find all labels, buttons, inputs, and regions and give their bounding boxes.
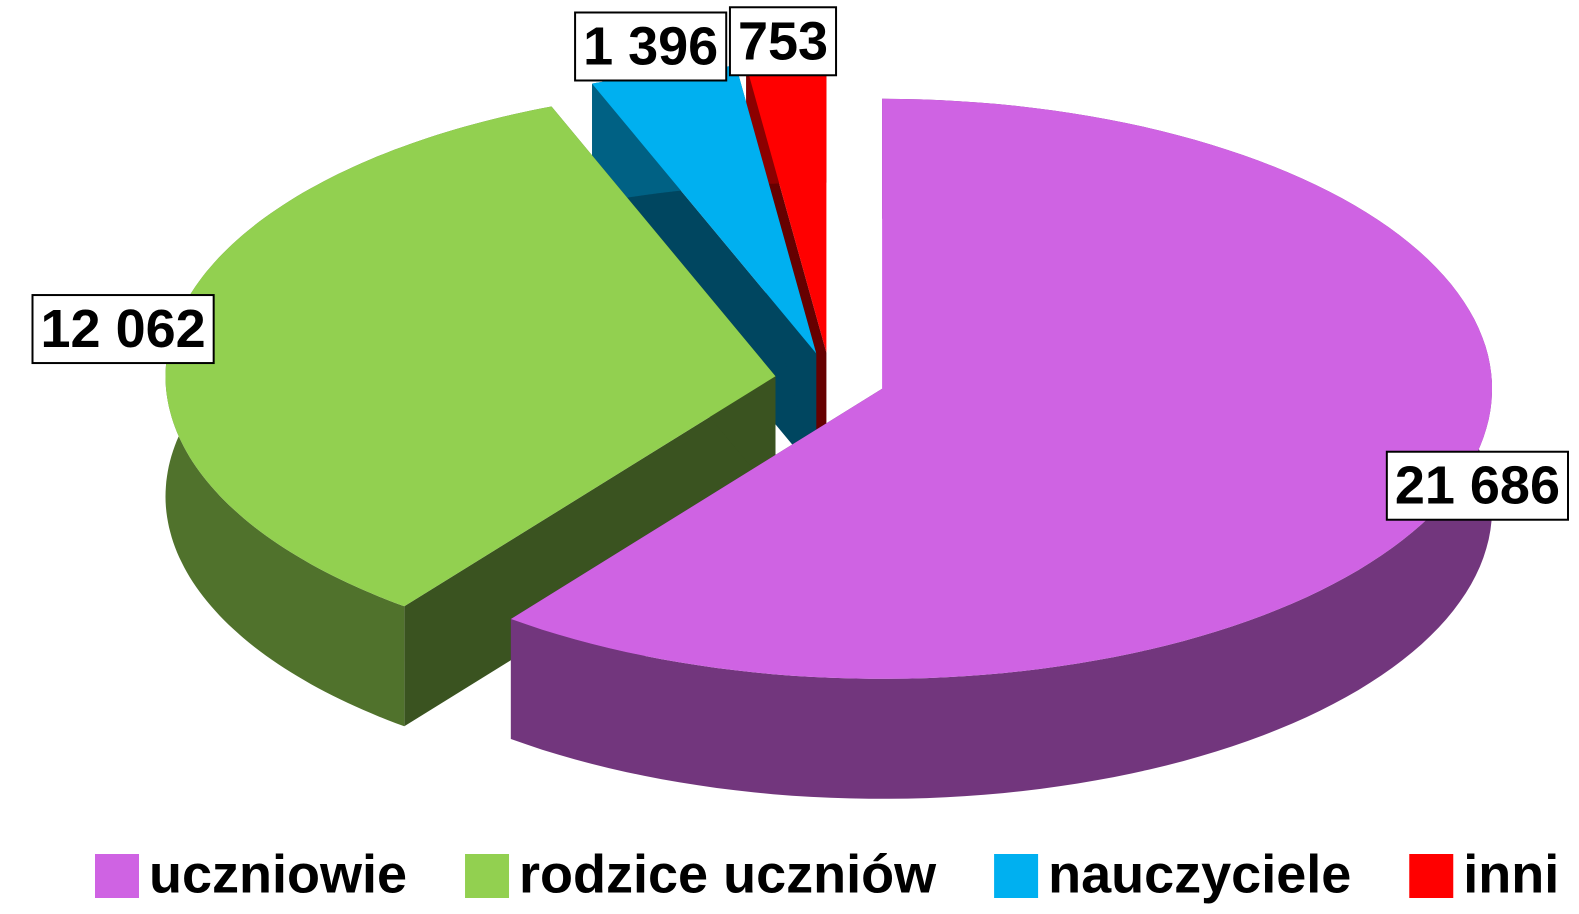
- legend-swatch: [994, 854, 1039, 898]
- pie-slice: [510, 98, 1492, 799]
- data-label-box: [31, 294, 215, 365]
- legend-label: uczniowie: [149, 844, 407, 904]
- legend-label: nauczyciele: [1048, 844, 1351, 904]
- legend-swatch: [95, 854, 139, 898]
- slice-top: [746, 62, 827, 353]
- data-label-box: [1385, 450, 1569, 521]
- pie-slice: [165, 106, 776, 727]
- data-label-box: [574, 11, 728, 82]
- legend-item: rodzice uczniów: [465, 844, 937, 904]
- slice-top: [165, 106, 776, 607]
- legend-swatch: [1409, 854, 1454, 898]
- legend-swatch: [465, 854, 510, 898]
- slice-side: [404, 376, 776, 727]
- legend-item: inni: [1409, 844, 1559, 904]
- data-label-box: [728, 6, 838, 77]
- legend-label: inni: [1463, 844, 1559, 904]
- legend-label: rodzice uczniów: [519, 844, 937, 904]
- data-label: 753: [738, 11, 828, 71]
- legend-item: uczniowie: [95, 844, 407, 904]
- data-label: 12 062: [41, 299, 206, 359]
- legend-item: nauczyciele: [994, 844, 1351, 904]
- slice-top: [510, 98, 1492, 679]
- data-label: 21 686: [1395, 456, 1560, 516]
- slice-top: [592, 65, 817, 354]
- data-label: 1 396: [583, 16, 718, 76]
